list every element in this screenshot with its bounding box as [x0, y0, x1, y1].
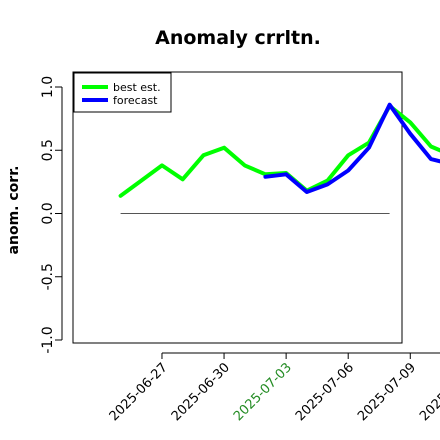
data-point	[202, 154, 204, 156]
data-point	[327, 180, 328, 182]
series-line	[263, 102, 440, 194]
y-axis-label: anom. corr.	[6, 166, 22, 255]
chart-title: Anomaly crrltn.	[155, 27, 321, 49]
x-axis: 2025-06-272025-06-302025-07-032025-07-06…	[107, 352, 440, 424]
data-point	[120, 195, 122, 197]
data-point	[161, 164, 163, 166]
legend: best est.forecast	[73, 72, 172, 113]
data-point	[389, 104, 391, 106]
x-tick-label: 2025-07-06	[293, 360, 357, 424]
series-line	[118, 104, 440, 198]
series-forecast	[263, 102, 440, 194]
data-point	[306, 191, 308, 193]
data-point	[140, 180, 142, 182]
y-tick-label: 0.0	[40, 202, 56, 224]
data-point	[347, 170, 349, 171]
data-point	[409, 121, 411, 123]
x-tick-label: 2025-07-09	[355, 360, 419, 424]
data-point	[430, 158, 432, 160]
data-point	[347, 154, 349, 156]
legend-entry: best est.	[113, 81, 161, 94]
data-point	[264, 173, 266, 175]
data-point	[223, 147, 225, 149]
legend-box	[73, 72, 172, 113]
data-point	[368, 147, 370, 149]
legend-entry: forecast	[113, 94, 158, 107]
data-point	[244, 164, 246, 166]
y-tick-label: -0.5	[40, 263, 56, 290]
x-tick-label: 2025-06-27	[107, 360, 171, 424]
y-tick-label: 0.5	[40, 139, 56, 161]
data-point	[430, 146, 432, 147]
x-tick-label: 2025-07-03	[231, 360, 295, 424]
data-point	[327, 183, 328, 185]
series-best-est-	[118, 104, 440, 198]
y-axis: -1.0 -0.5 0.0 0.5 1.0	[40, 76, 63, 354]
x-tick-label: 2025-06-30	[169, 360, 233, 424]
y-tick-label: -1.0	[40, 326, 56, 353]
x-tick-label: 2025-07-12	[417, 360, 440, 424]
plot-frame	[72, 71, 403, 344]
data-point	[285, 173, 287, 175]
data-point	[182, 178, 184, 180]
series-layer	[118, 102, 440, 198]
data-point	[264, 176, 266, 178]
y-tick-label: 1.0	[40, 76, 56, 98]
data-point	[409, 133, 411, 135]
